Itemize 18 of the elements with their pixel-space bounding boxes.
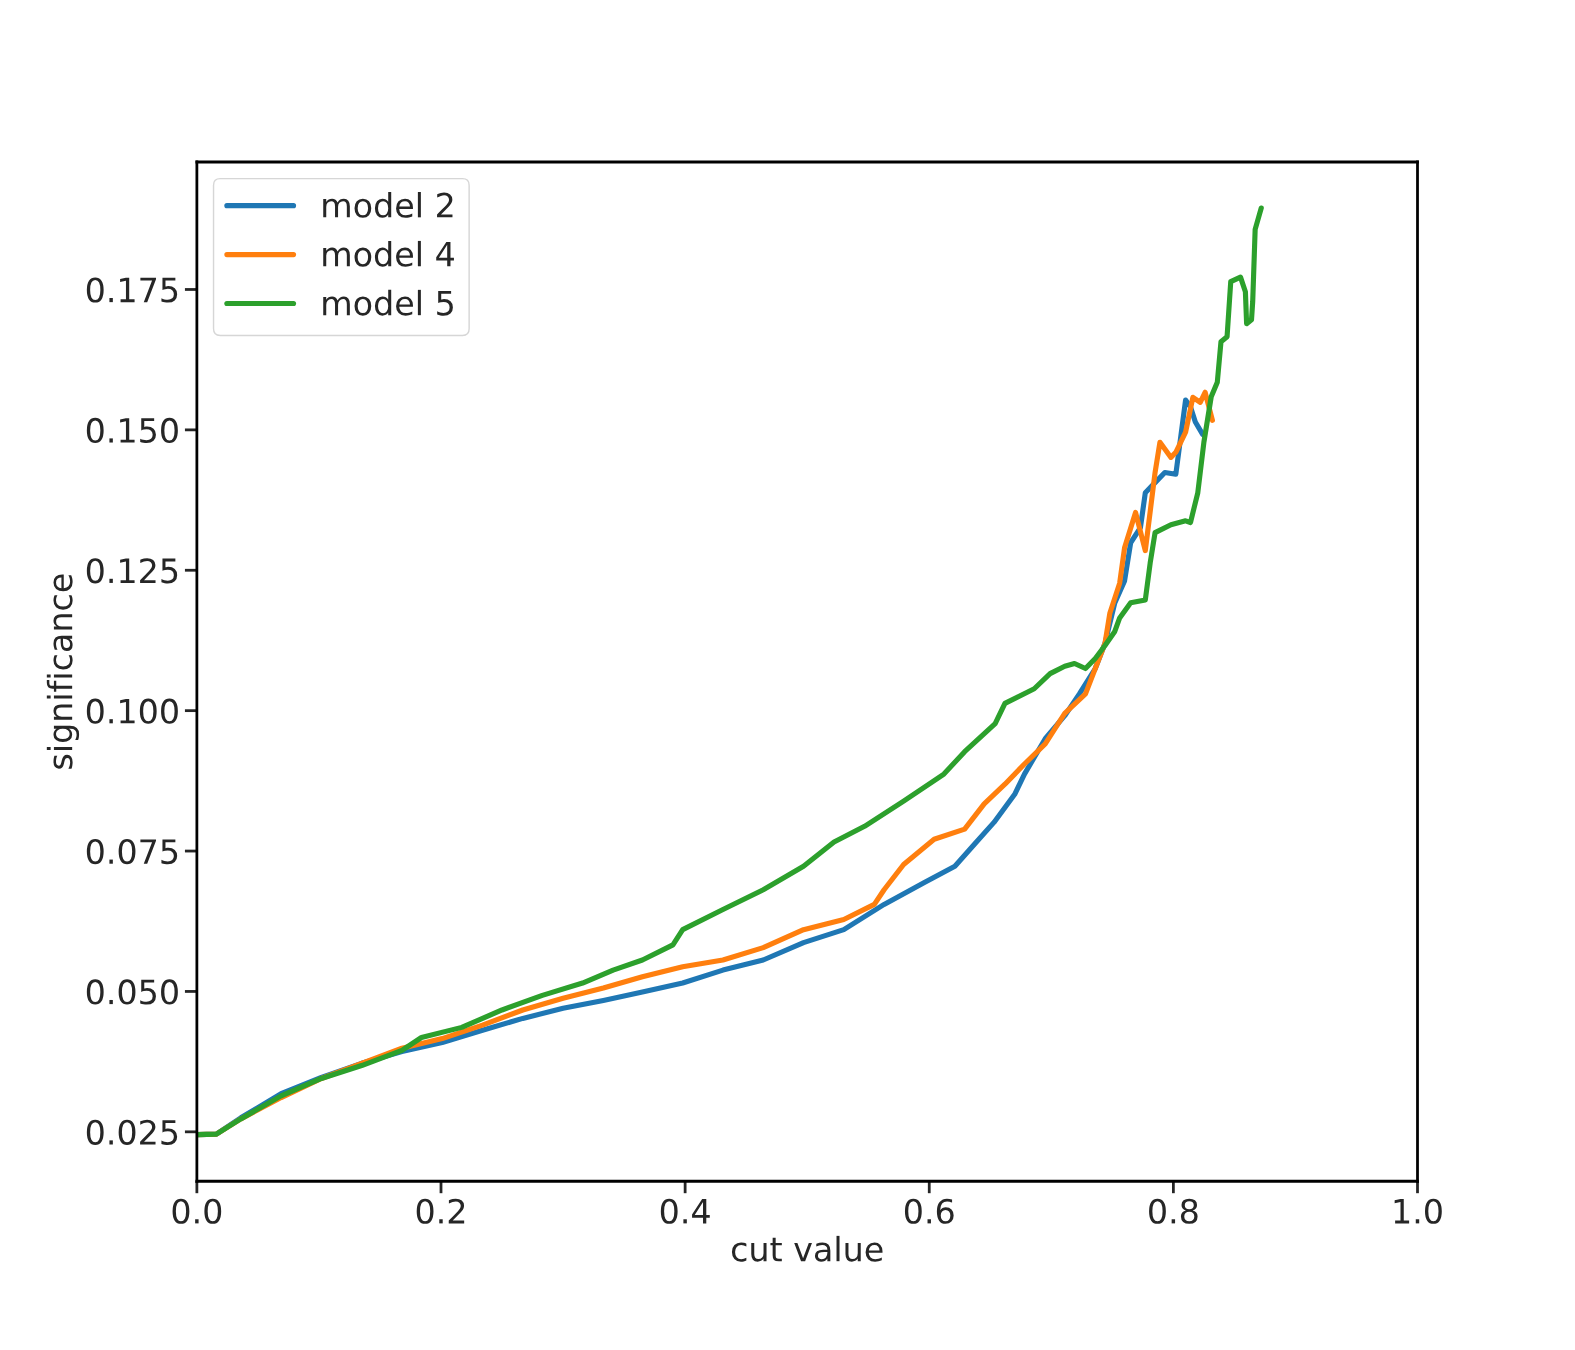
y-tick-label: 0.150 (86, 417, 178, 444)
y-tick-label: 0.175 (86, 277, 178, 303)
x-tick-label: 0.8 (1149, 1198, 1198, 1224)
x-tick-label: 0.6 (904, 1198, 954, 1224)
legend-label: model 2 (323, 192, 453, 218)
x-tick-label: 0.0 (172, 1198, 222, 1224)
y-tick-label: 0.125 (86, 558, 178, 584)
x-tick-label: 0.2 (416, 1198, 465, 1224)
x-tick-label: 1.0 (1394, 1198, 1442, 1224)
x-axis-title: cut value (731, 1235, 883, 1262)
y-tick-label: 0.025 (86, 1119, 178, 1145)
y-tick-label: 0.050 (86, 979, 178, 1005)
legend-label: model 5 (323, 289, 453, 316)
legend-label: model 4 (323, 240, 454, 267)
y-tick-label: 0.100 (86, 698, 178, 724)
x-tick-label: 0.4 (660, 1198, 710, 1224)
y-axis-title: significance (46, 574, 80, 769)
y-tick-label: 0.075 (86, 838, 178, 865)
